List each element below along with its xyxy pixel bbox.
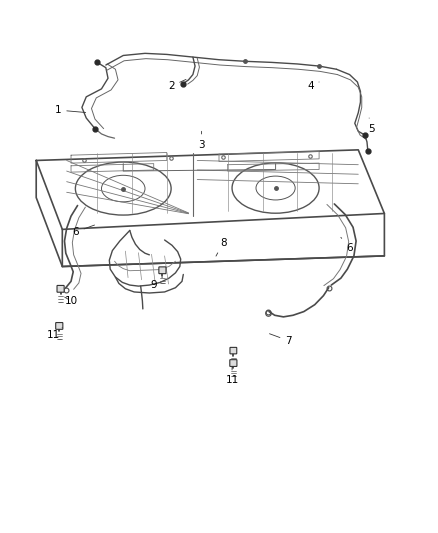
- Text: 10: 10: [64, 296, 78, 306]
- Text: 6: 6: [72, 225, 95, 237]
- Text: 5: 5: [368, 118, 374, 134]
- FancyBboxPatch shape: [56, 322, 63, 329]
- FancyBboxPatch shape: [57, 286, 64, 292]
- Text: 2: 2: [168, 79, 186, 91]
- Text: 3: 3: [198, 131, 205, 150]
- Text: 9: 9: [150, 277, 162, 290]
- Text: 1: 1: [55, 105, 86, 115]
- Text: 7: 7: [269, 334, 292, 346]
- Text: 11: 11: [226, 367, 239, 385]
- Text: 8: 8: [216, 238, 226, 256]
- FancyBboxPatch shape: [230, 348, 237, 354]
- Text: 11: 11: [47, 327, 62, 341]
- Text: 4: 4: [307, 81, 319, 91]
- Text: 6: 6: [341, 237, 353, 253]
- FancyBboxPatch shape: [159, 267, 166, 273]
- FancyBboxPatch shape: [230, 360, 237, 367]
